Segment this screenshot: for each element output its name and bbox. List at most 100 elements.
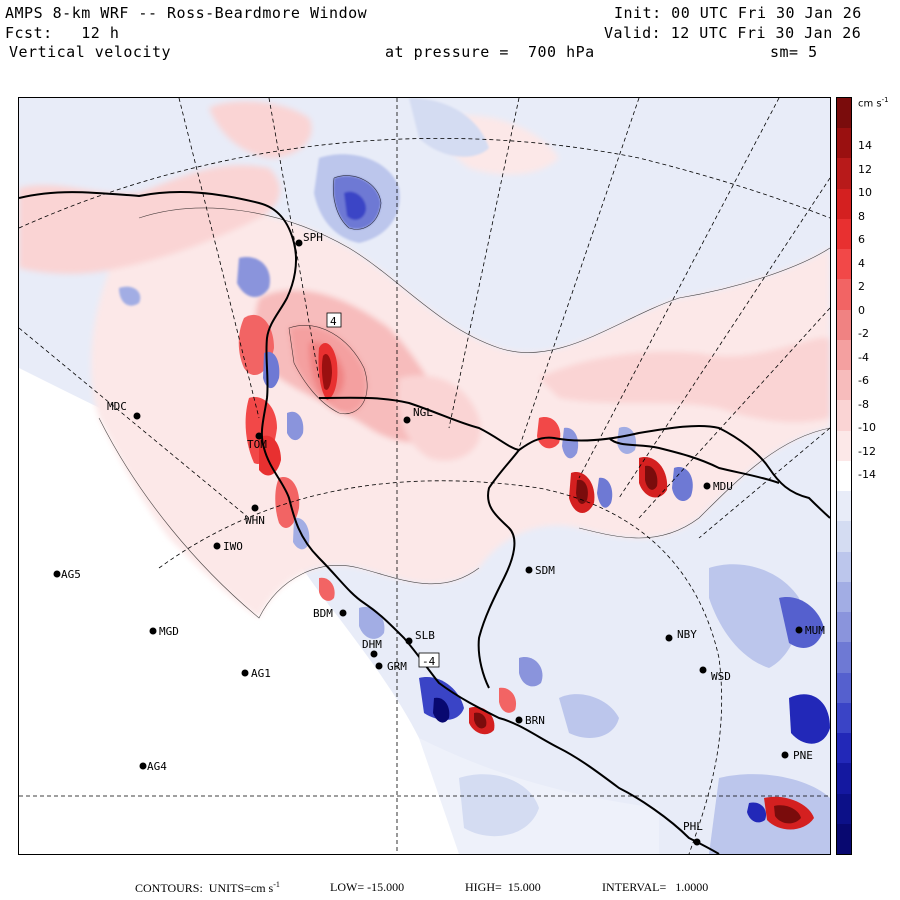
station-label: MDC	[107, 400, 127, 413]
station-marker	[703, 482, 711, 490]
station-marker	[515, 716, 523, 724]
colorbar-tick-label: -4	[858, 350, 869, 364]
station-marker	[693, 838, 701, 846]
station-dhm: DHM	[362, 638, 382, 658]
station-marker	[405, 637, 413, 645]
station-marker	[525, 566, 533, 574]
footer-interval: INTERVAL= 1.0000	[602, 880, 709, 894]
colorbar-segment	[837, 98, 851, 129]
colorbar-segment	[837, 309, 851, 341]
mountain-rotors	[537, 417, 693, 514]
model-title: AMPS 8-km WRF -- Ross-Beardmore Window	[5, 4, 368, 22]
station-label: WSD	[711, 670, 731, 683]
colorbar-tick-label: 4	[858, 256, 865, 270]
station-label: AG1	[251, 667, 271, 680]
station-marker	[213, 542, 221, 550]
colorbar-segment	[837, 460, 851, 492]
station-nby: NBY	[665, 628, 697, 642]
colorbar-tick-label: 0	[858, 303, 865, 317]
station-marker	[339, 609, 347, 617]
station-label: SPH	[303, 231, 323, 244]
station-ag5: AG5	[53, 568, 81, 581]
colorbar-segment	[837, 400, 851, 432]
colorbar-segment	[837, 702, 851, 734]
colorbar-tick-label: -12	[858, 444, 876, 458]
forecast-hour: Fcst: 12 h	[5, 24, 120, 42]
colorbar-segment	[837, 581, 851, 613]
colorbar-segment	[837, 158, 851, 190]
station-mgd: MGD	[149, 625, 179, 638]
station-label: BRN	[525, 714, 545, 727]
station-marker	[375, 662, 383, 670]
colorbar-segment	[837, 249, 851, 280]
contour-lines	[98, 175, 830, 619]
smoothing-level: sm= 5	[770, 43, 818, 61]
colorbar-segment	[837, 672, 851, 704]
colorbar-segment	[837, 279, 851, 311]
colorbar	[836, 97, 852, 855]
colorbar-segment	[837, 430, 851, 462]
colorbar-tick-label: 10	[858, 186, 872, 199]
colorbar-tick-label: -8	[858, 397, 869, 411]
station-marker	[699, 666, 707, 674]
coastal-features	[319, 564, 830, 854]
station-marker	[251, 504, 259, 512]
station-mdc: MDC	[107, 400, 141, 420]
station-phl: PHL	[683, 820, 703, 846]
neutral-region	[19, 368, 459, 854]
station-marker	[370, 650, 378, 658]
station-label: MGD	[159, 625, 179, 638]
footer-low: LOW= -15.000	[330, 880, 405, 894]
colorbar-segment	[837, 491, 851, 522]
colorbar-segment	[837, 188, 851, 220]
station-label: NGL	[413, 406, 433, 419]
colorbar-segment	[837, 793, 851, 825]
colorbar-tick-label: 6	[858, 233, 865, 246]
colorbar-segment	[837, 642, 851, 674]
station-label: MDU	[713, 480, 733, 493]
colorbar-segment	[837, 763, 851, 794]
station-marker	[53, 570, 61, 578]
coastline	[19, 191, 830, 854]
station-label: TOM	[247, 438, 267, 451]
station-brn: BRN	[515, 714, 545, 727]
station-whn: WHN	[245, 504, 265, 527]
colorbar-segment	[837, 612, 851, 643]
station-ngl: NGL	[403, 406, 433, 424]
vertical-velocity-map: SPH MDC NGL TOM WHN IWO AG5 MGD AG1 AG4 BDM SDM NBY W…	[18, 97, 831, 855]
colorbar-tick-label: 14	[858, 139, 872, 152]
downdraft-top	[119, 98, 489, 306]
station-label: WHN	[245, 514, 265, 527]
valid-time: Valid: 12 UTC Fri 30 Jan 26	[604, 24, 862, 42]
colorbar-units: cm s-1	[858, 96, 889, 110]
colorbar-segment	[837, 339, 851, 371]
station-label: AG5	[61, 568, 81, 581]
contour-label-4: 4	[330, 315, 337, 328]
footer-contours: CONTOURS: UNITS=cm s-1	[135, 880, 280, 895]
station-ag1: AG1	[241, 667, 271, 680]
station-sph: SPH	[295, 231, 323, 247]
field-name: Vertical velocity	[9, 43, 172, 61]
station-label: AG4	[147, 760, 167, 773]
colorbar-segment	[837, 521, 851, 553]
colorbar-segment	[837, 128, 851, 159]
station-marker	[795, 626, 803, 634]
colorbar-tick-label: 12	[858, 162, 872, 176]
colorbar-tick-label: 8	[858, 209, 865, 223]
station-label: MUM	[805, 624, 825, 637]
station-mdu: MDU	[703, 480, 733, 493]
colorbar-tick-label: -2	[858, 327, 869, 340]
init-time: Init: 00 UTC Fri 30 Jan 26	[614, 4, 862, 22]
station-marker	[255, 432, 263, 440]
station-label: SLB	[415, 629, 435, 642]
station-iwo: IWO	[213, 540, 243, 553]
station-marker	[403, 416, 411, 424]
station-marker	[781, 751, 789, 759]
station-label: DHM	[362, 638, 382, 651]
station-label: NBY	[677, 628, 697, 641]
station-marker	[149, 627, 157, 635]
station-label: BDM	[313, 607, 333, 620]
contour-label-pos: 4	[326, 312, 342, 328]
station-marker	[241, 669, 249, 677]
